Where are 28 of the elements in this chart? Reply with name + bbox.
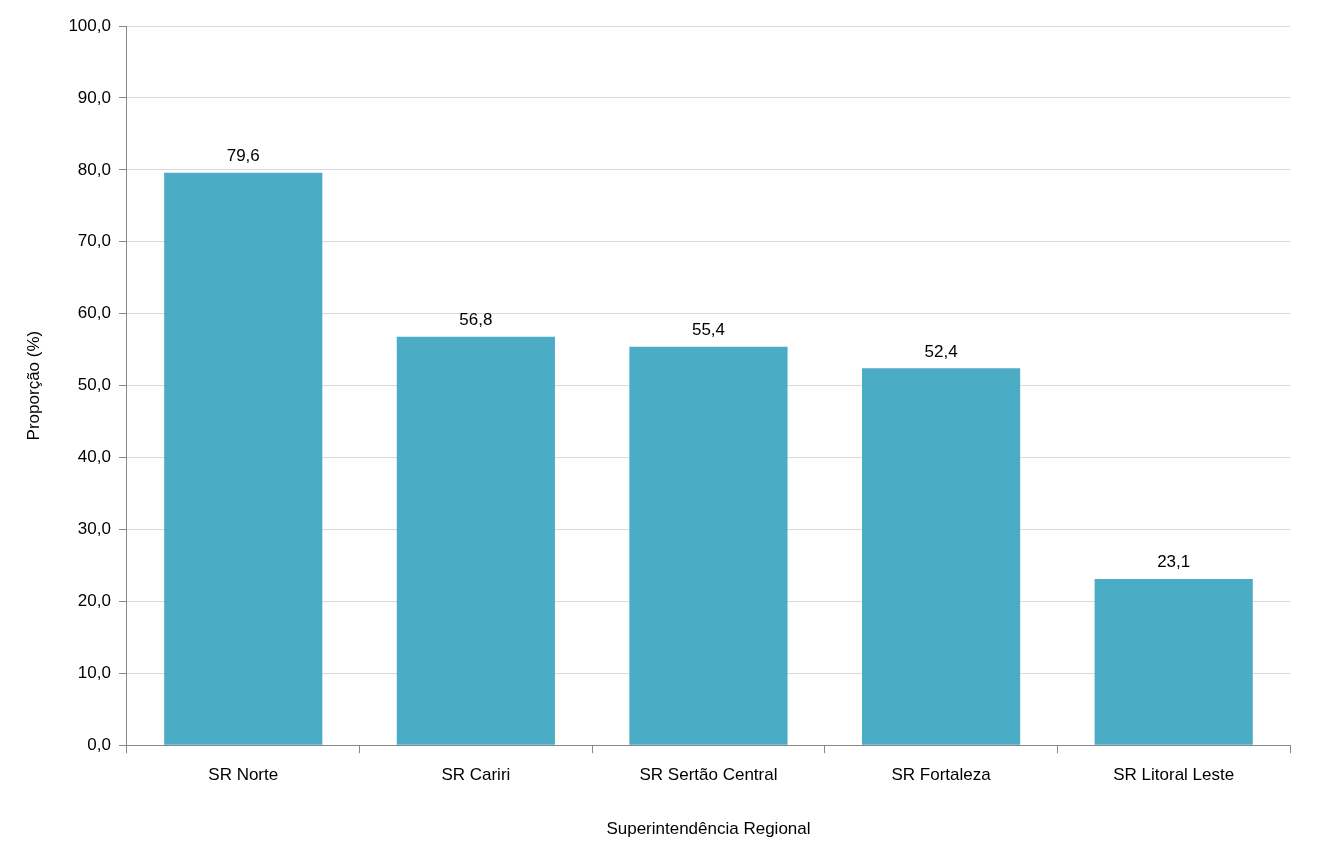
- bar: [861, 368, 1021, 745]
- x-tick-label: SR Sertão Central: [639, 765, 778, 785]
- x-tick-label: SR Norte: [208, 765, 279, 785]
- x-tick-label: SR Litoral Leste: [1113, 765, 1235, 785]
- y-tick-label: 100,0: [68, 15, 111, 35]
- y-tick-label: 10,0: [77, 662, 111, 682]
- y-tick-label: 20,0: [77, 591, 111, 611]
- y-tick-label: 80,0: [77, 159, 111, 179]
- bar: [629, 346, 788, 745]
- bar: [1094, 579, 1253, 745]
- data-label: 56,8: [459, 309, 493, 329]
- data-label: 52,4: [924, 341, 958, 361]
- bar: [396, 336, 555, 745]
- y-tick-label: 70,0: [77, 231, 111, 251]
- y-tick-label: 0,0: [87, 734, 111, 754]
- data-label: 23,1: [1157, 552, 1191, 572]
- x-tick-label: SR Fortaleza: [891, 765, 992, 785]
- bar: [164, 172, 323, 745]
- y-tick-label: 60,0: [77, 303, 111, 323]
- x-tick-label: SR Cariri: [441, 765, 511, 785]
- data-label: 55,4: [691, 319, 726, 339]
- x-axis-title: Superintendência Regional: [606, 819, 811, 839]
- y-tick-label: 90,0: [77, 87, 111, 107]
- y-axis-title: Proporção (%): [23, 330, 43, 441]
- y-tick-label: 50,0: [77, 375, 111, 395]
- y-tick-label: 30,0: [77, 519, 111, 539]
- data-label: 79,6: [226, 145, 260, 165]
- y-tick-label: 40,0: [77, 447, 111, 467]
